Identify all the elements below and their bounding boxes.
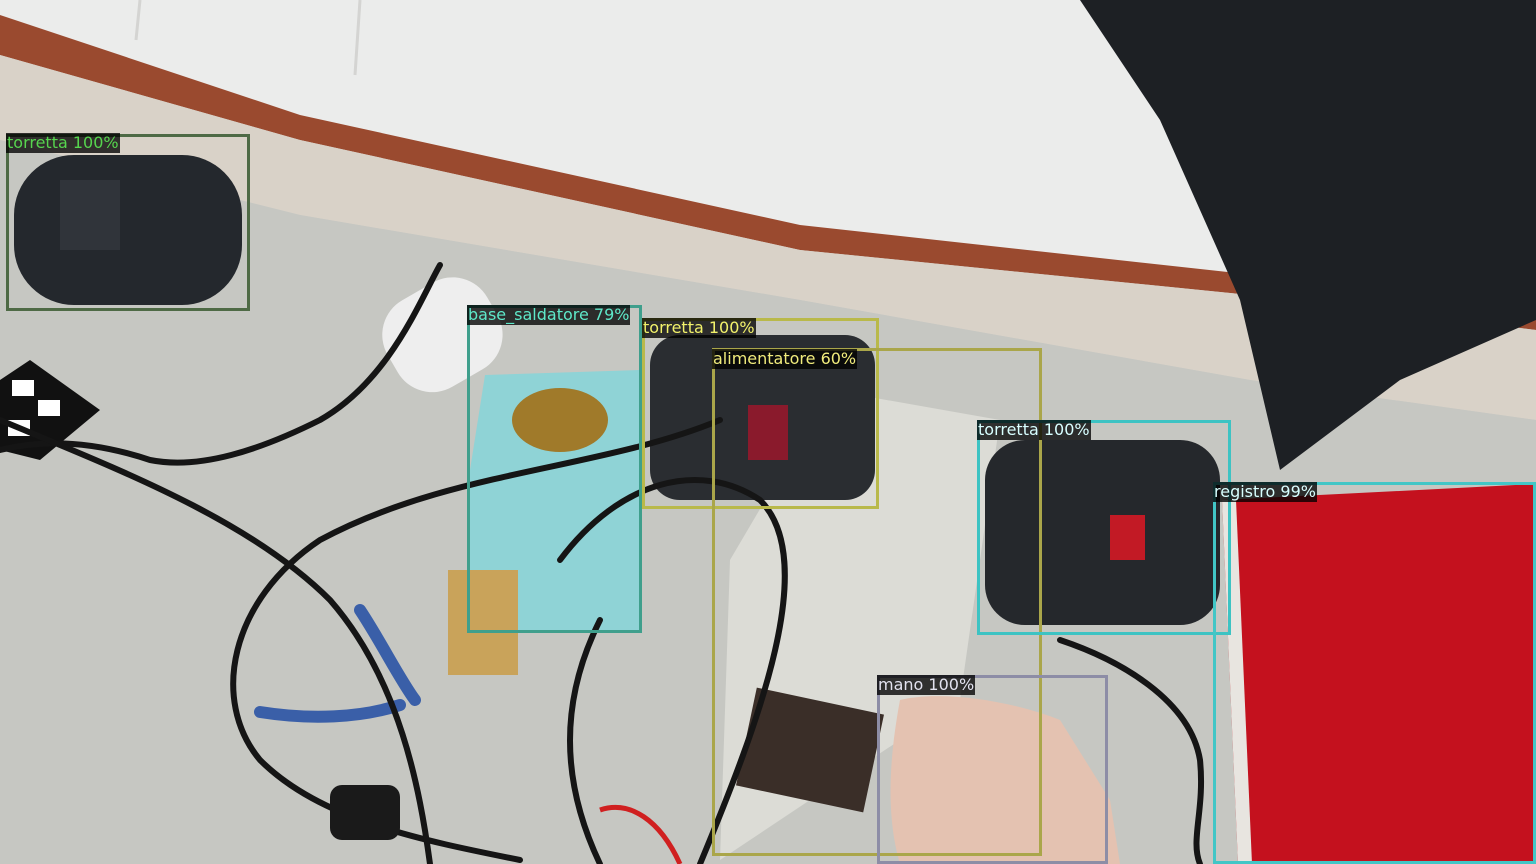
sponge-tray [448,570,518,675]
tower-red-switch [748,405,788,460]
pliers-handle [354,604,421,706]
detection-label: torretta 100% [6,133,120,153]
detection-label: torretta 100% [642,318,756,338]
tower-red-switch [1110,515,1145,560]
pliers-handle [254,699,406,723]
wall-panel-seam [353,0,362,76]
detection-label: base_saldatore 79% [467,305,631,325]
tower-socket [60,180,120,250]
detection-box-base-saldatore [467,305,642,633]
detection-label: registro 99% [1213,482,1317,502]
hand [890,696,1120,864]
power-plug [330,785,400,840]
detection-label: mano 100% [877,675,976,695]
detection-box-registro [1213,482,1536,864]
marker-square [12,380,34,396]
marker-square [38,400,60,416]
detection-box-torretta [642,318,879,509]
wall-panel-seam [134,0,142,41]
detection-label: torretta 100% [977,420,1091,440]
detection-box-torretta [6,134,250,311]
red-wire [599,804,683,864]
floor [0,55,1536,420]
supply-display [736,687,884,813]
power-tower [985,440,1220,625]
detection-box-torretta [977,420,1231,635]
detection-label: alimentatore 60% [712,349,858,369]
dark-overhead-object [1080,0,1536,470]
red-binder [1222,484,1536,864]
brass-sponge [512,388,608,452]
detection-box-mano [877,675,1108,864]
